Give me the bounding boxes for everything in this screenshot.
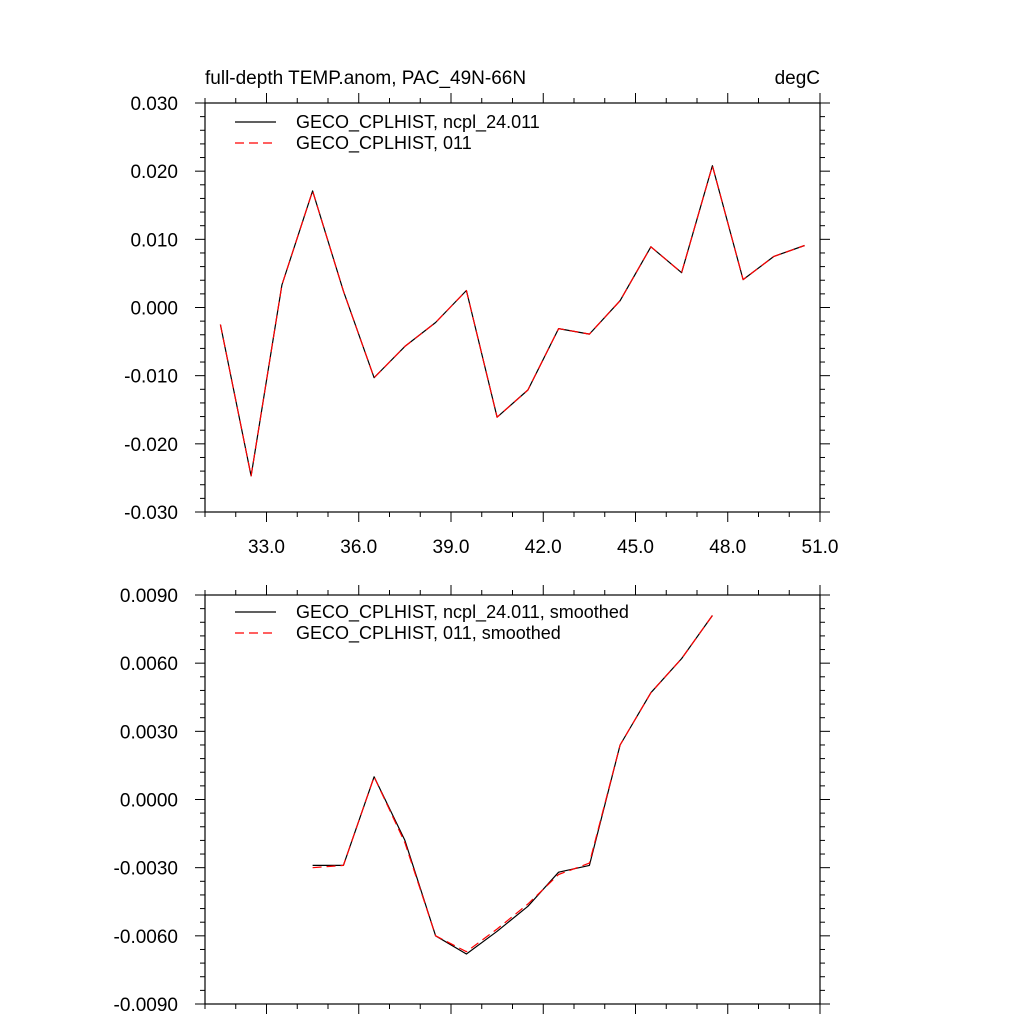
legend-label-1: GECO_CPLHIST, ncpl_24.011, smoothed	[296, 602, 629, 623]
y-tick-label: 0.000	[130, 299, 178, 320]
y-tick-label: 0.0090	[120, 586, 178, 607]
y-tick-label: 0.030	[130, 94, 178, 115]
series-line-2	[219, 165, 805, 477]
x-tick-label: 39.0	[433, 537, 470, 558]
y-tick-label: -0.0030	[114, 859, 178, 880]
x-tick-label: 42.0	[525, 537, 562, 558]
top-chart-units: degC	[775, 68, 820, 89]
series-line-2	[312, 615, 713, 953]
y-tick-label: 0.020	[130, 162, 178, 183]
top-panel: full-depth TEMP.anom, PAC_49N-66N degC 3…	[124, 68, 838, 558]
legend-label-1: GECO_CPLHIST, ncpl_24.011	[296, 112, 540, 133]
y-tick-label: 0.0000	[120, 791, 178, 812]
x-tick-label: 45.0	[617, 537, 654, 558]
x-tick-label: 48.0	[709, 537, 746, 558]
legend-label-2: GECO_CPLHIST, 011	[296, 133, 472, 154]
x-tick-label: 36.0	[340, 537, 377, 558]
x-tick-label: 51.0	[802, 537, 839, 558]
y-tick-label: 0.010	[130, 230, 178, 251]
x-tick-label: 33.0	[248, 537, 285, 558]
plot-frame	[204, 594, 821, 1005]
y-tick-label: -0.0060	[114, 927, 178, 948]
bottom-panel: -0.0090 -0.0060 -0.0030 0.0000 0.0030 0.0060 0…	[114, 585, 830, 1016]
series-line-1	[219, 165, 805, 477]
y-tick-label: 0.0060	[120, 654, 178, 675]
y-tick-label: -0.030	[124, 503, 178, 524]
plot-frame	[204, 102, 821, 513]
y-tick-label: -0.0090	[114, 995, 178, 1016]
y-tick-label: -0.020	[124, 435, 178, 456]
top-chart-title: full-depth TEMP.anom, PAC_49N-66N	[205, 68, 526, 89]
series-line-1	[312, 615, 713, 955]
y-tick-label: -0.010	[124, 367, 178, 388]
legend-label-2: GECO_CPLHIST, 011, smoothed	[296, 623, 561, 644]
y-tick-label: 0.0030	[120, 722, 178, 743]
